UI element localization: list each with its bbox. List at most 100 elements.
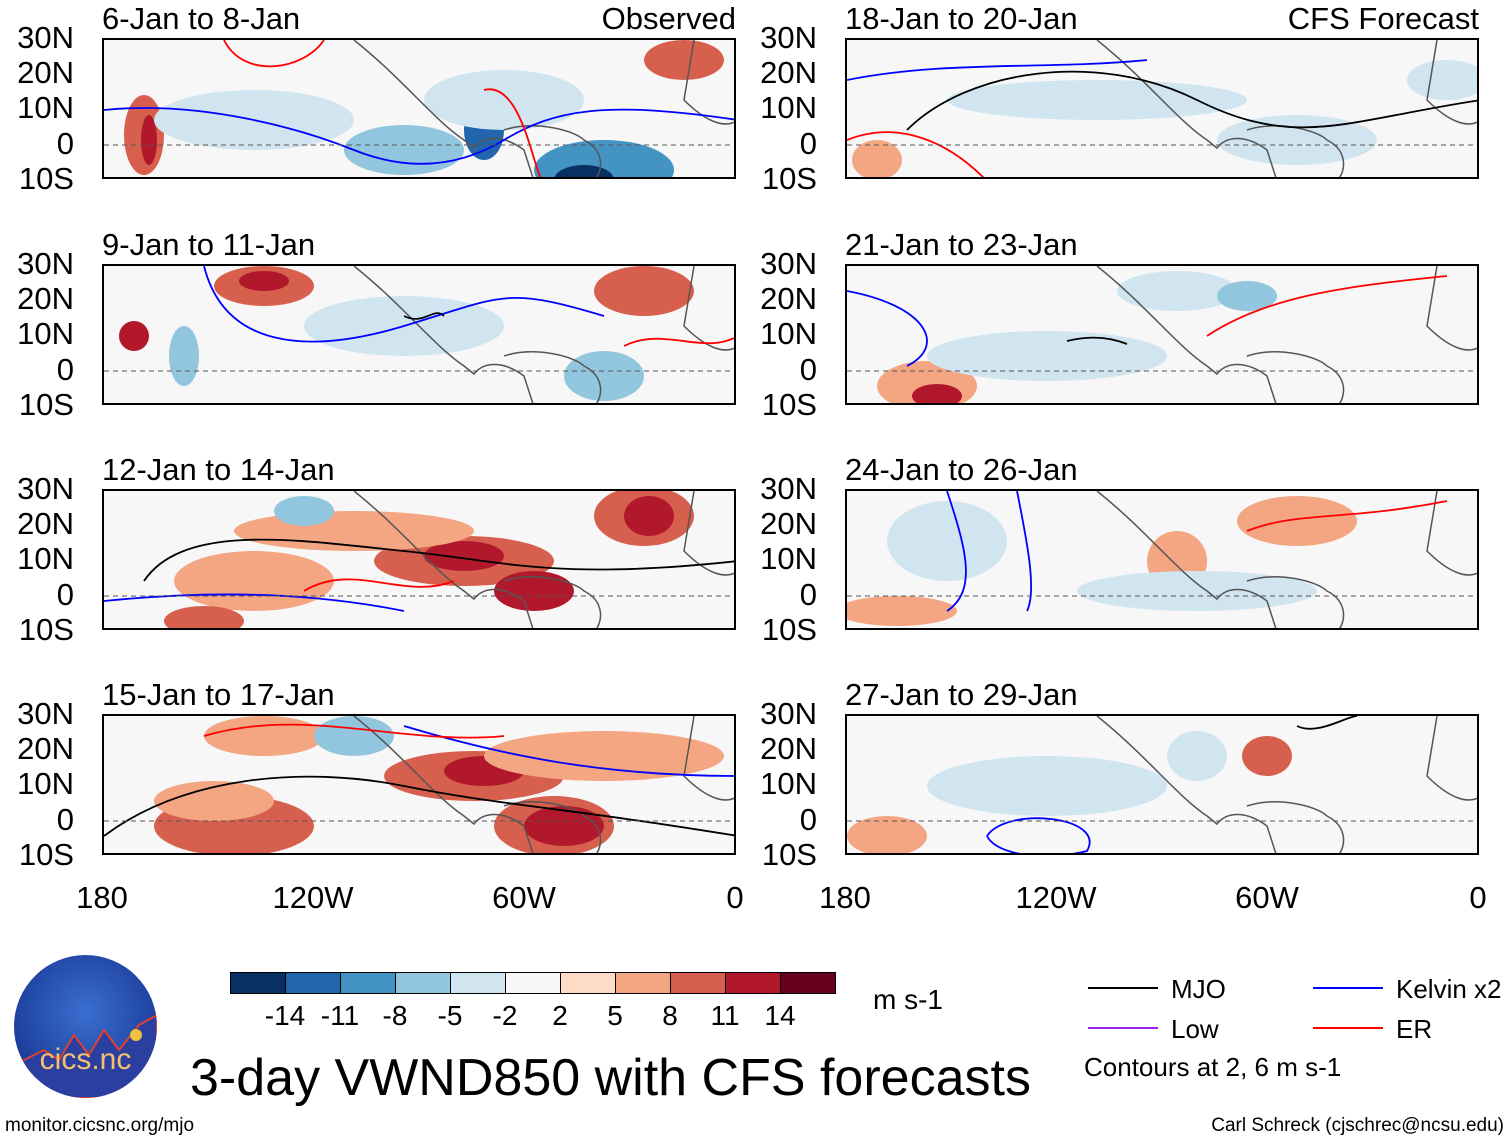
wind-anomaly-blob bbox=[852, 140, 902, 177]
colorbar-label: 11 bbox=[710, 1000, 740, 1031]
wind-anomaly-blob bbox=[164, 606, 244, 628]
wind-anomaly-blob bbox=[169, 326, 199, 386]
wind-anomaly-blob bbox=[524, 806, 604, 846]
colorbar-label: -2 bbox=[492, 1000, 518, 1031]
colorbar-label: 8 bbox=[662, 1000, 678, 1031]
colorbar-label: -11 bbox=[320, 1000, 360, 1031]
x-tick-label: 120W bbox=[1015, 880, 1097, 915]
contour-line bbox=[303, 578, 455, 592]
y-tick-label: 20N bbox=[760, 281, 817, 317]
x-tick-label: 60W bbox=[492, 880, 556, 915]
colorbar-swatch bbox=[560, 972, 616, 994]
colorbar-swatch bbox=[780, 972, 836, 994]
y-tick-label: 0 bbox=[56, 351, 74, 387]
y-tick-label: 10N bbox=[17, 316, 74, 352]
wind-anomaly-blob bbox=[912, 384, 962, 403]
y-tick-label: 10S bbox=[18, 836, 74, 872]
wind-anomaly-blob bbox=[1217, 281, 1277, 311]
panel-title: 18-Jan to 20-Jan bbox=[845, 1, 1078, 36]
map-panel bbox=[845, 714, 1479, 855]
y-tick-label: 0 bbox=[799, 125, 817, 161]
map-panel bbox=[845, 264, 1479, 405]
contour-line bbox=[847, 290, 928, 367]
contour-line bbox=[906, 70, 1477, 131]
figure-title: 3-day VWND850 with CFS forecasts bbox=[190, 1049, 1031, 1107]
wind-anomaly-blob bbox=[314, 716, 394, 756]
contour-line bbox=[623, 336, 734, 347]
wind-anomaly-blob bbox=[119, 321, 149, 351]
wind-anomaly-blob bbox=[484, 731, 724, 781]
map-panel bbox=[102, 38, 736, 179]
panel-title: 24-Jan to 26-Jan bbox=[845, 452, 1078, 487]
y-tick-label: 10S bbox=[761, 386, 817, 422]
y-tick-label: 20N bbox=[760, 506, 817, 542]
wind-anomaly-blob bbox=[1077, 571, 1317, 611]
y-tick-label: 30N bbox=[760, 696, 817, 731]
coastline bbox=[353, 266, 734, 403]
wind-anomaly-blob bbox=[141, 115, 157, 165]
wind-anomaly-blob bbox=[204, 716, 324, 756]
y-tick-label: 0 bbox=[799, 576, 817, 612]
column-label: Observed bbox=[601, 1, 736, 36]
units-label: m s-1 bbox=[873, 984, 943, 1015]
y-tick-label: 10S bbox=[761, 836, 817, 872]
y-tick-label: 20N bbox=[17, 55, 74, 91]
coastline bbox=[353, 716, 734, 853]
contour-line bbox=[847, 59, 1148, 81]
legend-label: Kelvin x2 bbox=[1396, 974, 1502, 1004]
colorbar-swatch bbox=[505, 972, 561, 994]
coastline bbox=[1096, 40, 1477, 177]
contour-line bbox=[203, 723, 505, 739]
x-tick-label: 180 bbox=[76, 880, 128, 915]
legend-line-mjo bbox=[1088, 987, 1158, 989]
x-tick-label: 180 bbox=[819, 880, 871, 915]
coastline bbox=[353, 491, 734, 628]
y-tick-label: 10N bbox=[760, 541, 817, 577]
wind-anomaly-blob bbox=[274, 496, 334, 526]
panel-title: 12-Jan to 14-Jan bbox=[102, 452, 335, 487]
y-tick-label: 20N bbox=[760, 731, 817, 767]
contour-line bbox=[104, 107, 734, 165]
y-tick-label: 0 bbox=[56, 801, 74, 837]
x-tick-label: 60W bbox=[1235, 880, 1299, 915]
y-tick-label: 30N bbox=[17, 20, 74, 55]
map-panel bbox=[102, 264, 736, 405]
y-tick-label: 10N bbox=[760, 766, 817, 802]
contour-line bbox=[946, 491, 967, 612]
wind-anomaly-blob bbox=[564, 351, 644, 401]
coastline bbox=[1096, 266, 1477, 403]
wind-anomaly-blob bbox=[1117, 271, 1237, 311]
y-tick-label: 10N bbox=[17, 90, 74, 126]
wind-anomaly-blob bbox=[644, 40, 724, 80]
map-panel bbox=[845, 489, 1479, 630]
wind-anomaly-blob bbox=[154, 781, 274, 821]
contour-line bbox=[143, 538, 734, 582]
contour-line bbox=[1296, 716, 1358, 730]
legend-label: ER bbox=[1396, 1014, 1433, 1044]
colorbar-swatch bbox=[230, 972, 286, 994]
footer-url[interactable]: monitor.cicsnc.org/mjo bbox=[5, 1115, 195, 1136]
wind-anomaly-blob bbox=[1167, 731, 1227, 781]
y-tick-label: 30N bbox=[17, 471, 74, 506]
wind-anomaly-blob bbox=[1407, 60, 1477, 100]
map-panel bbox=[845, 38, 1479, 179]
contour-line bbox=[1016, 491, 1032, 612]
wind-anomaly-blob bbox=[494, 571, 574, 611]
contour-line bbox=[1206, 275, 1448, 337]
contour-line bbox=[403, 312, 445, 320]
footer-credit: Carl Schreck (cjschrec@ncsu.edu) bbox=[1211, 1115, 1504, 1136]
contour-line bbox=[223, 40, 325, 68]
contour-line bbox=[104, 775, 734, 837]
wind-anomaly-blob bbox=[624, 496, 674, 536]
y-tick-label: 0 bbox=[56, 576, 74, 612]
colorbar-swatch bbox=[725, 972, 781, 994]
cics-logo: cics.nc bbox=[14, 955, 157, 1098]
coastline bbox=[1096, 491, 1477, 628]
colorbar-swatch bbox=[615, 972, 671, 994]
x-tick-label: 0 bbox=[1469, 880, 1487, 915]
y-tick-label: 30N bbox=[760, 20, 817, 55]
wind-anomaly-blob bbox=[1237, 496, 1357, 546]
x-tick-label: 0 bbox=[726, 880, 744, 915]
panel-title: 9-Jan to 11-Jan bbox=[102, 227, 316, 262]
contour-note: Contours at 2, 6 m s-1 bbox=[1084, 1052, 1342, 1082]
